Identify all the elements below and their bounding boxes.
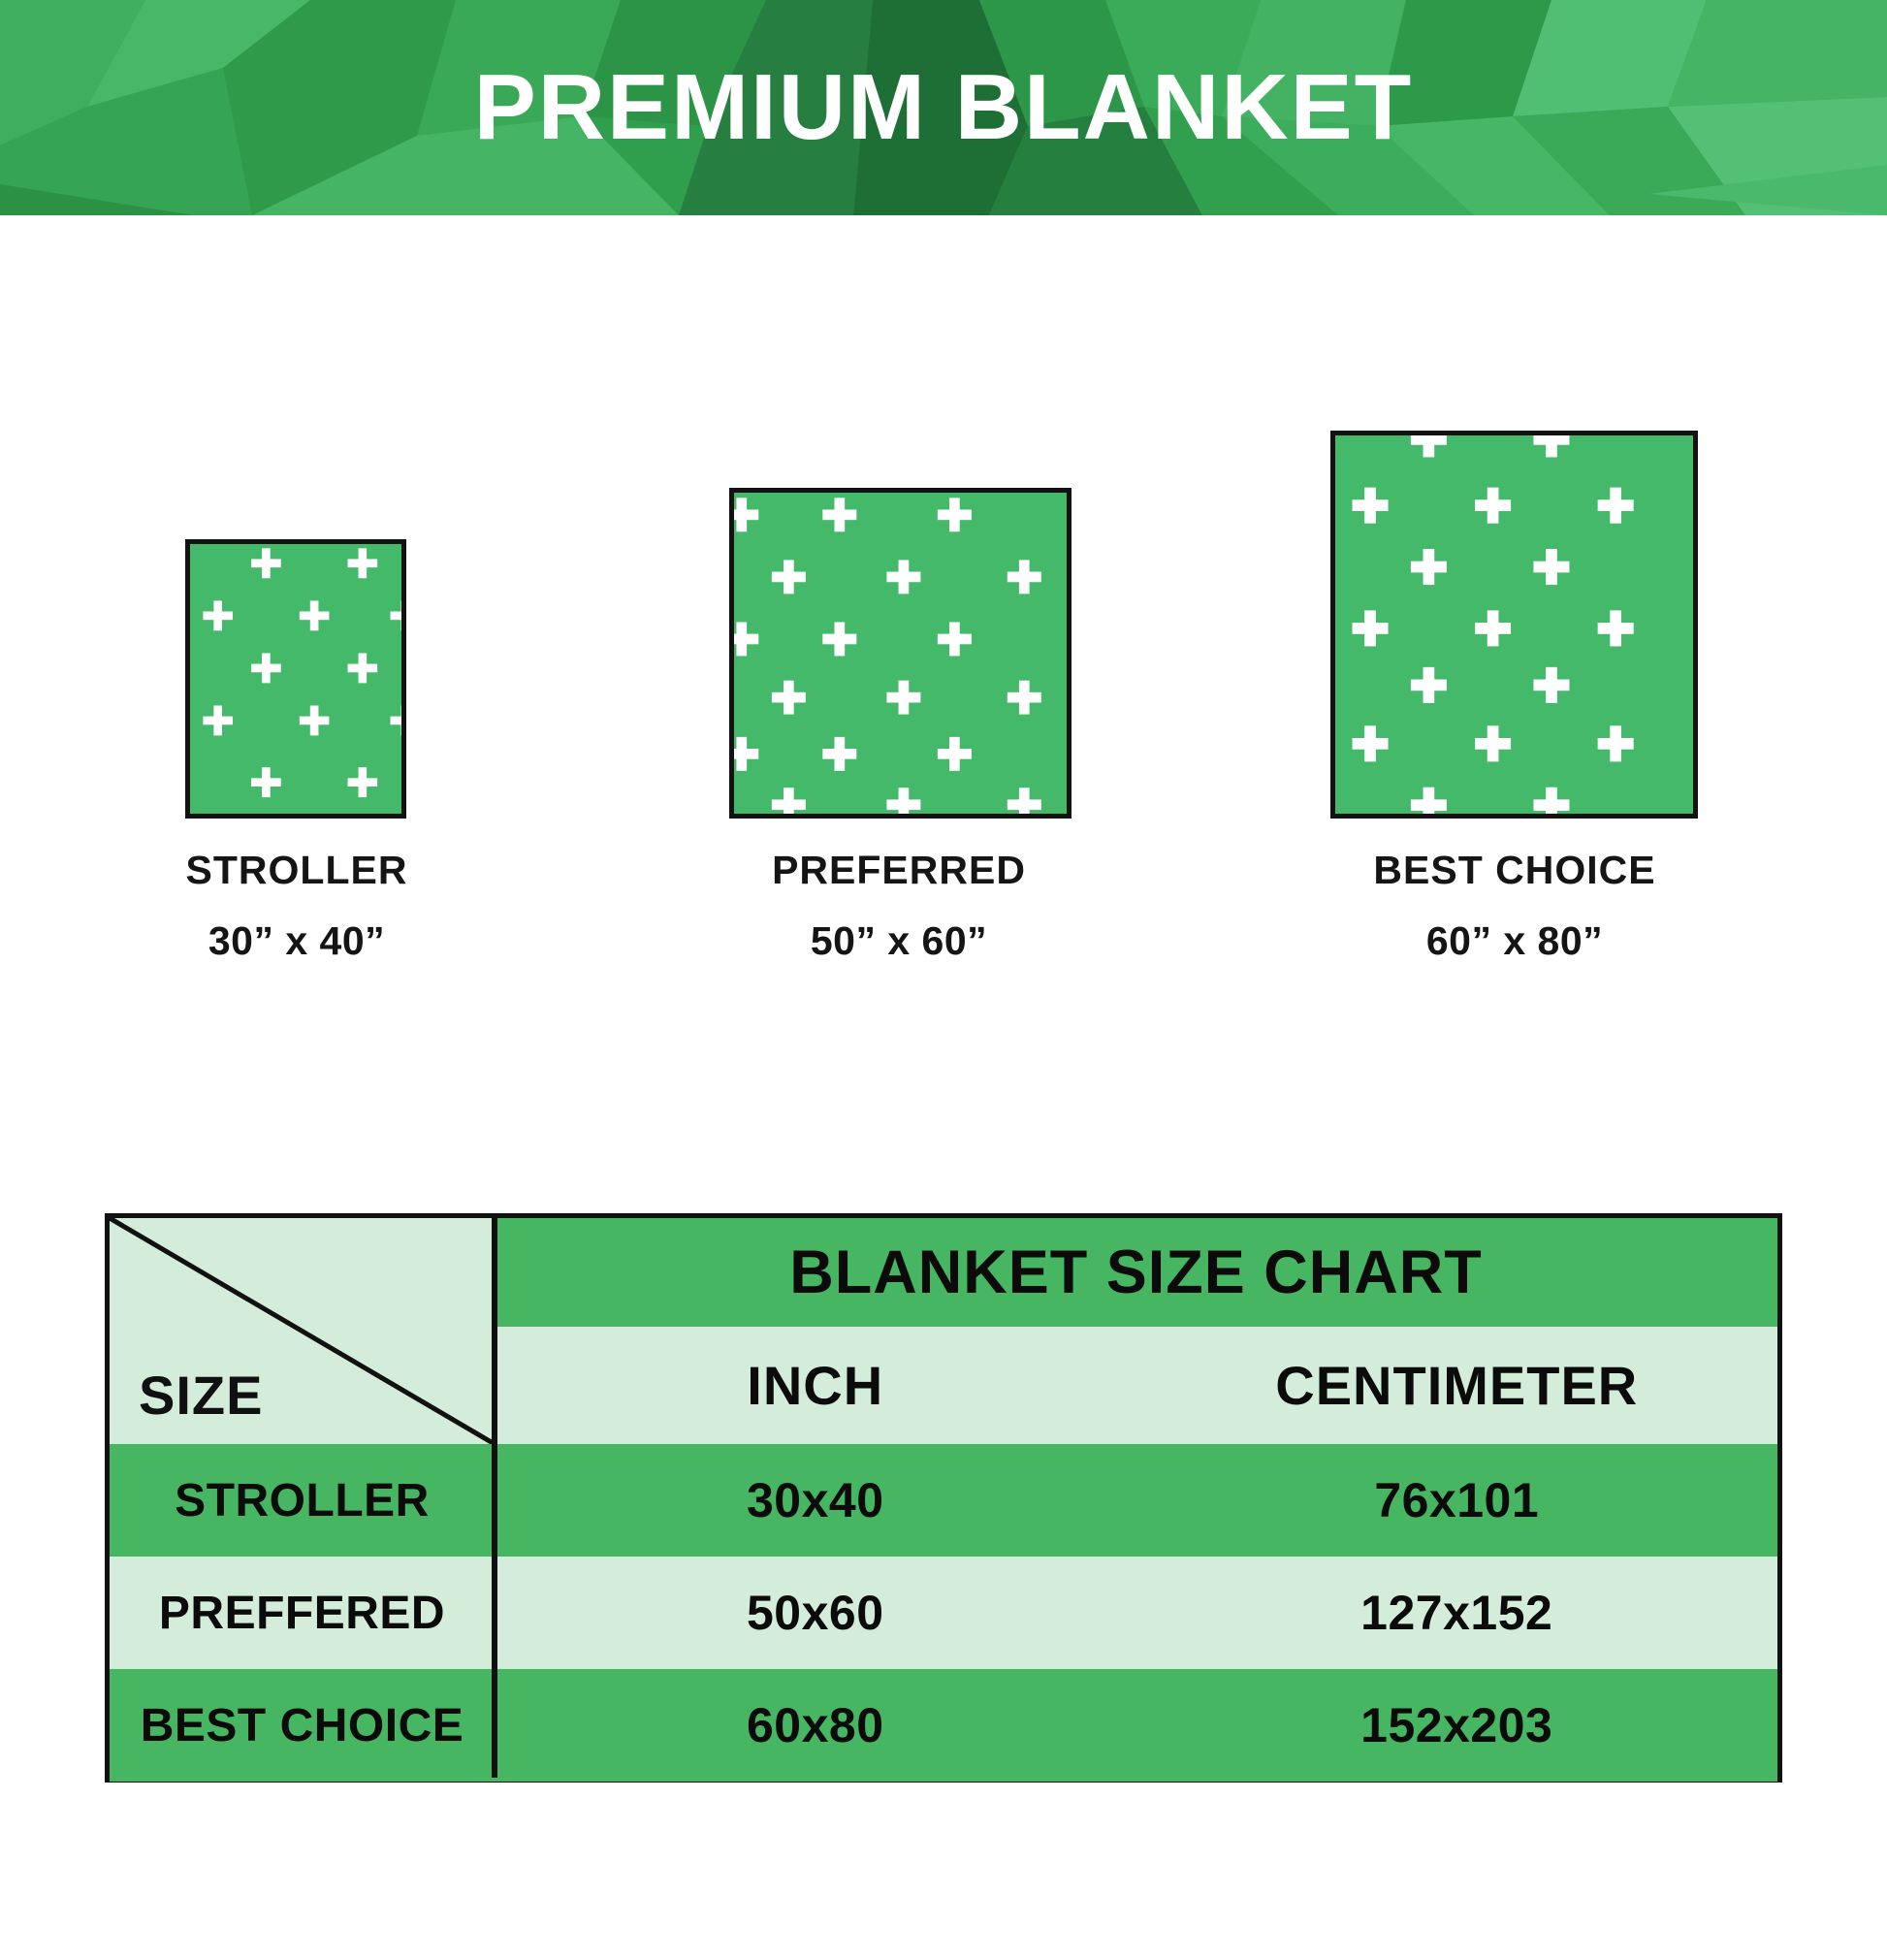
swatch-name-preferred: PREFERRED	[772, 848, 1026, 892]
swatch-name-stroller: STROLLER	[185, 848, 408, 892]
table-row: BEST CHOICE 60x80 152x203	[110, 1669, 1777, 1782]
table-column-headers: INCH CENTIMETER	[495, 1327, 1777, 1444]
header-banner: PREMIUM BLANKET	[0, 0, 1887, 215]
swatch-caption-best-choice: BEST CHOICE 60” x 80”	[1253, 848, 1776, 964]
cell-inch: 30x40	[746, 1473, 884, 1527]
swatch-name-best-choice: BEST CHOICE	[1373, 848, 1656, 892]
swatch-caption-stroller: STROLLER 30” x 40”	[127, 848, 466, 964]
plus-cross-pattern-icon	[190, 544, 401, 814]
blanket-size-chart-table: SIZE BLANKET SIZE CHART INCH CENTIMETER …	[105, 1213, 1782, 1783]
table-title-band: BLANKET SIZE CHART	[495, 1218, 1777, 1327]
column-header-centimeter: CENTIMETER	[1275, 1355, 1639, 1416]
swatch-caption-preferred: PREFERRED 50” x 60”	[666, 848, 1132, 964]
table-corner-label: SIZE	[139, 1365, 264, 1426]
table-row: PREFFERED 50x60 127x152	[110, 1557, 1777, 1669]
cell-centimeter: 127x152	[1360, 1586, 1553, 1640]
blanket-swatch-best-choice	[1330, 431, 1698, 819]
cell-inch: 60x80	[746, 1698, 884, 1752]
swatch-dims-preferred: 50” x 60”	[810, 918, 988, 964]
table-vertical-divider	[492, 1218, 497, 1778]
table-row: STROLLER 30x40 76x101	[110, 1444, 1777, 1557]
cell-centimeter: 76x101	[1374, 1473, 1540, 1527]
table-title: BLANKET SIZE CHART	[789, 1238, 1483, 1306]
cell-inch: 50x60	[746, 1586, 884, 1640]
page-title: PREMIUM BLANKET	[473, 55, 1414, 159]
diagonal-divider-icon	[110, 1218, 495, 1444]
swatch-dims-best-choice: 60” x 80”	[1425, 918, 1604, 964]
blanket-swatch-preferred	[729, 488, 1071, 819]
cell-size: PREFFERED	[158, 1587, 446, 1639]
plus-cross-pattern-icon	[734, 493, 1067, 814]
cell-size: STROLLER	[175, 1474, 430, 1526]
table-corner-cell: SIZE	[110, 1218, 495, 1444]
blanket-swatch-stroller	[185, 539, 406, 819]
column-header-inch: INCH	[747, 1355, 884, 1416]
cell-size: BEST CHOICE	[140, 1699, 464, 1751]
cell-centimeter: 152x203	[1360, 1698, 1553, 1752]
swatch-section: STROLLER 30” x 40”	[0, 215, 1887, 1185]
low-poly-background	[0, 0, 1887, 215]
swatch-dims-stroller: 30” x 40”	[208, 918, 386, 964]
plus-cross-pattern-icon	[1335, 435, 1693, 814]
